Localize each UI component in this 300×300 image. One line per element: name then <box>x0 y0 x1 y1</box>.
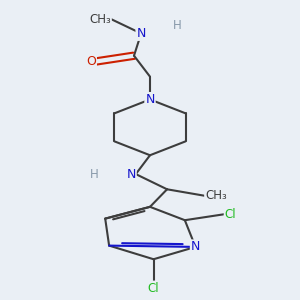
Text: N: N <box>191 240 200 254</box>
Text: N: N <box>126 168 136 181</box>
Text: H: H <box>173 19 182 32</box>
Text: N: N <box>145 93 155 106</box>
Text: Cl: Cl <box>225 208 236 221</box>
Text: N: N <box>136 27 146 40</box>
Text: CH₃: CH₃ <box>89 13 111 26</box>
Text: CH₃: CH₃ <box>205 189 227 202</box>
Text: H: H <box>90 168 98 181</box>
Text: Cl: Cl <box>148 281 159 295</box>
Text: O: O <box>86 55 96 68</box>
